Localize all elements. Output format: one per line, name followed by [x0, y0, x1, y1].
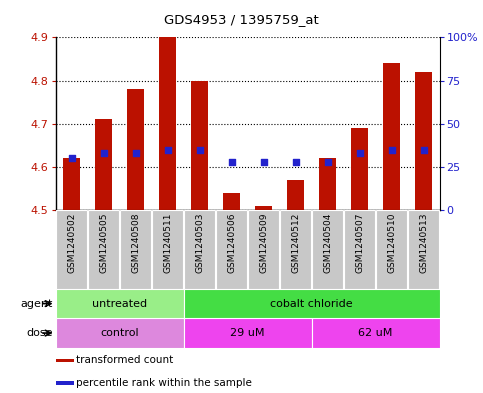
Text: GSM1240505: GSM1240505 — [99, 213, 108, 273]
Bar — [152, 210, 183, 289]
Bar — [287, 180, 304, 210]
Bar — [248, 210, 279, 289]
Text: GSM1240511: GSM1240511 — [163, 213, 172, 273]
Bar — [127, 89, 144, 210]
Bar — [88, 210, 119, 289]
Text: cobalt chloride: cobalt chloride — [270, 299, 353, 309]
Text: GSM1240509: GSM1240509 — [259, 213, 268, 273]
Text: GSM1240510: GSM1240510 — [387, 213, 396, 273]
Point — [324, 159, 331, 165]
Text: agent: agent — [21, 299, 53, 309]
Bar — [56, 318, 184, 348]
Point — [355, 150, 363, 156]
Point — [68, 155, 75, 162]
Text: GSM1240503: GSM1240503 — [195, 213, 204, 273]
Bar — [216, 210, 247, 289]
Point — [260, 159, 268, 165]
Bar — [255, 206, 272, 210]
Text: GSM1240512: GSM1240512 — [291, 213, 300, 273]
Text: GSM1240513: GSM1240513 — [419, 213, 428, 273]
Bar — [312, 210, 343, 289]
Bar — [56, 359, 74, 362]
Bar — [120, 210, 151, 289]
Bar — [376, 210, 407, 289]
Text: 62 uM: 62 uM — [358, 328, 393, 338]
Text: dose: dose — [27, 328, 53, 338]
Bar — [191, 81, 208, 210]
Text: control: control — [100, 328, 139, 338]
Bar — [344, 210, 375, 289]
Text: GSM1240502: GSM1240502 — [67, 213, 76, 273]
Point — [164, 147, 171, 153]
Bar — [408, 210, 439, 289]
Bar — [184, 210, 215, 289]
Bar — [223, 193, 241, 210]
Text: GSM1240504: GSM1240504 — [323, 213, 332, 273]
Text: GSM1240508: GSM1240508 — [131, 213, 140, 273]
Bar — [184, 318, 312, 348]
Bar — [415, 72, 432, 210]
Point — [132, 150, 140, 156]
Text: GSM1240507: GSM1240507 — [355, 213, 364, 273]
Bar — [56, 210, 87, 289]
Bar — [280, 210, 311, 289]
Point — [227, 159, 235, 165]
Text: transformed count: transformed count — [76, 355, 173, 365]
Bar — [184, 289, 440, 318]
Bar — [63, 158, 80, 210]
Point — [292, 159, 299, 165]
Bar — [319, 158, 336, 210]
Text: GSM1240506: GSM1240506 — [227, 213, 236, 273]
Point — [196, 147, 203, 153]
Point — [99, 150, 107, 156]
Point — [388, 147, 396, 153]
Bar — [383, 63, 400, 210]
Bar — [351, 128, 369, 210]
Bar — [56, 289, 184, 318]
Text: 29 uM: 29 uM — [230, 328, 265, 338]
Text: percentile rank within the sample: percentile rank within the sample — [76, 378, 252, 388]
Point — [420, 147, 427, 153]
Bar — [95, 119, 113, 210]
Bar — [159, 37, 176, 210]
Text: GDS4953 / 1395759_at: GDS4953 / 1395759_at — [164, 13, 319, 26]
Text: untreated: untreated — [92, 299, 147, 309]
Bar — [56, 382, 74, 385]
Bar — [312, 318, 440, 348]
